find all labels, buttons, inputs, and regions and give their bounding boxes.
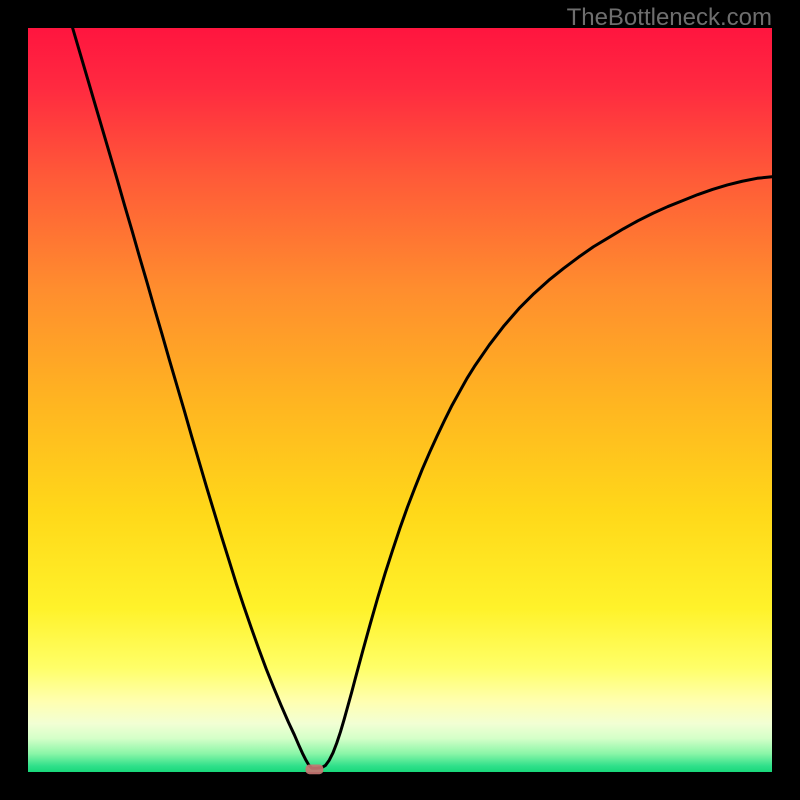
bottleneck-plot xyxy=(0,0,800,800)
plot-background xyxy=(28,28,772,772)
figure-container: TheBottleneck.com xyxy=(0,0,800,800)
minimum-marker xyxy=(306,765,324,775)
